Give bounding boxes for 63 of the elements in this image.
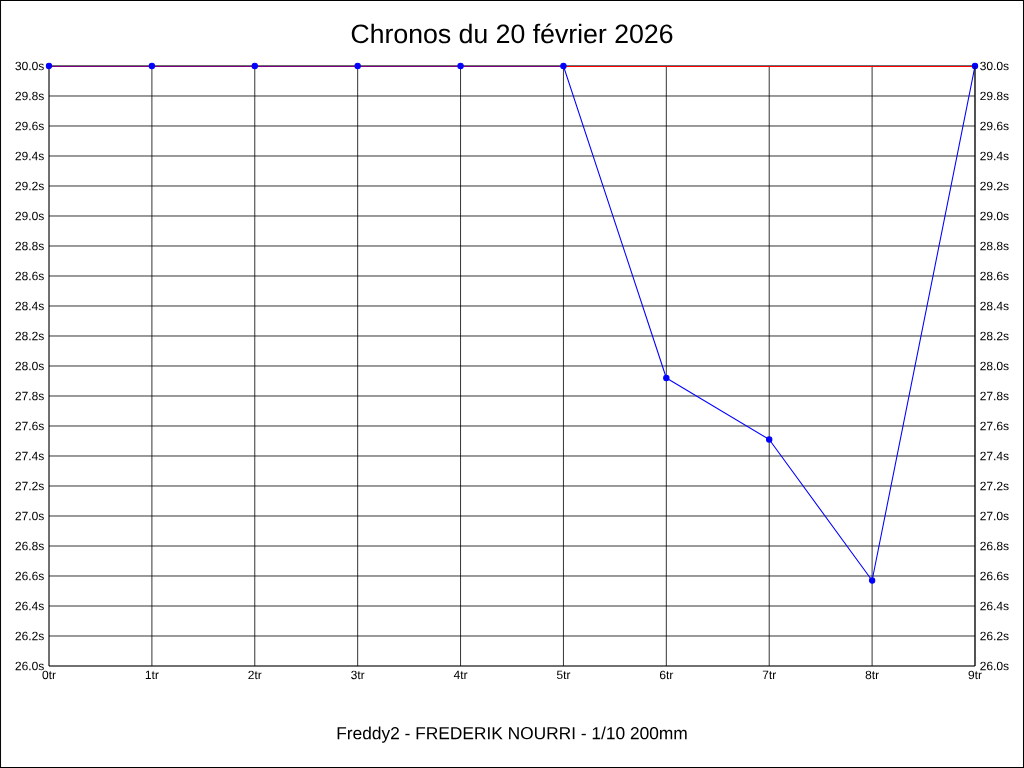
y2-tick-label: 29.4s bbox=[980, 151, 1009, 161]
y2-tick-label: 29.8s bbox=[980, 91, 1009, 101]
y2-tick-label: 26.0s bbox=[980, 661, 1009, 671]
y-tick-label: 30.0s bbox=[15, 61, 44, 71]
y-tick-label: 29.6s bbox=[15, 121, 44, 131]
x-tick-label: 4tr bbox=[453, 670, 468, 680]
y-tick-label: 29.2s bbox=[15, 181, 44, 191]
x-tick-label: 1tr bbox=[145, 670, 159, 680]
y-tick-label: 28.0s bbox=[15, 361, 44, 371]
y2-tick-label: 26.2s bbox=[980, 631, 1009, 641]
y2-tick-label: 27.4s bbox=[980, 451, 1009, 461]
y2-tick-label: 26.6s bbox=[980, 571, 1009, 581]
point bbox=[663, 374, 670, 382]
point bbox=[868, 577, 876, 584]
x-tick-label: 3tr bbox=[351, 670, 365, 680]
x-tick-label: 7tr bbox=[762, 670, 777, 680]
chart-title: Chronos du 20 février 2026 bbox=[351, 23, 673, 44]
y2-tick-label: 28.8s bbox=[980, 241, 1009, 251]
y2-tick-label: 27.8s bbox=[980, 391, 1009, 401]
y-tick-label: 29.8s bbox=[15, 91, 44, 101]
y-tick-label: 27.2s bbox=[15, 481, 44, 491]
y-tick-label: 26.8s bbox=[15, 541, 44, 551]
point bbox=[354, 62, 361, 70]
y2-tick-label: 29.0s bbox=[980, 211, 1009, 221]
y2-tick-label: 26.8s bbox=[980, 541, 1009, 551]
point bbox=[457, 62, 464, 70]
point bbox=[560, 62, 567, 70]
y2-tick-label: 29.6s bbox=[980, 121, 1009, 131]
text: Freddy2 - FREDERIK NOURRI - 1/10 200mm bbox=[337, 726, 687, 743]
x-tick-label: 8tr bbox=[865, 670, 879, 680]
y-tick-label: 27.8s bbox=[15, 391, 44, 401]
y2-tick-label: 28.0s bbox=[980, 361, 1009, 371]
y-tick-label: 28.6s bbox=[15, 271, 44, 281]
y2-tick-label: 30.0s bbox=[980, 61, 1009, 71]
y-tick-label: 26.0s bbox=[15, 661, 44, 671]
point bbox=[148, 62, 156, 70]
y-tick-label: 27.0s bbox=[15, 511, 44, 521]
y-tick-label: 27.4s bbox=[15, 451, 44, 461]
y2-tick-label: 27.0s bbox=[980, 511, 1009, 521]
point bbox=[45, 62, 53, 70]
x-tick-label: 5tr bbox=[556, 670, 571, 680]
x-tick-label: 0tr bbox=[42, 670, 56, 680]
y-tick-label: 26.4s bbox=[15, 601, 44, 611]
y2-tick-label: 27.2s bbox=[980, 481, 1009, 491]
y2-tick-label: 29.2s bbox=[980, 181, 1009, 191]
y-tick-label: 29.0s bbox=[15, 211, 44, 221]
y2-tick-label: 28.2s bbox=[980, 331, 1009, 341]
y-tick-label: 28.4s bbox=[15, 301, 44, 311]
y-tick-label: 28.8s bbox=[15, 241, 44, 251]
point bbox=[251, 62, 258, 70]
x-tick-label: 2tr bbox=[248, 670, 262, 680]
x-tick-label: 6tr bbox=[659, 670, 674, 680]
y2-tick-label: 27.6s bbox=[980, 421, 1009, 431]
x-tick-label: 9tr bbox=[968, 670, 982, 680]
y-tick-label: 29.4s bbox=[15, 151, 44, 161]
y-tick-label: 26.2s bbox=[15, 631, 44, 641]
y-tick-label: 28.2s bbox=[15, 331, 44, 341]
point bbox=[766, 436, 773, 443]
y2-tick-label: 28.6s bbox=[980, 271, 1009, 281]
y2-tick-label: 28.4s bbox=[980, 301, 1009, 311]
y-tick-label: 26.6s bbox=[15, 571, 44, 581]
y2-tick-label: 26.4s bbox=[980, 601, 1009, 611]
y-tick-label: 27.6s bbox=[15, 421, 44, 431]
